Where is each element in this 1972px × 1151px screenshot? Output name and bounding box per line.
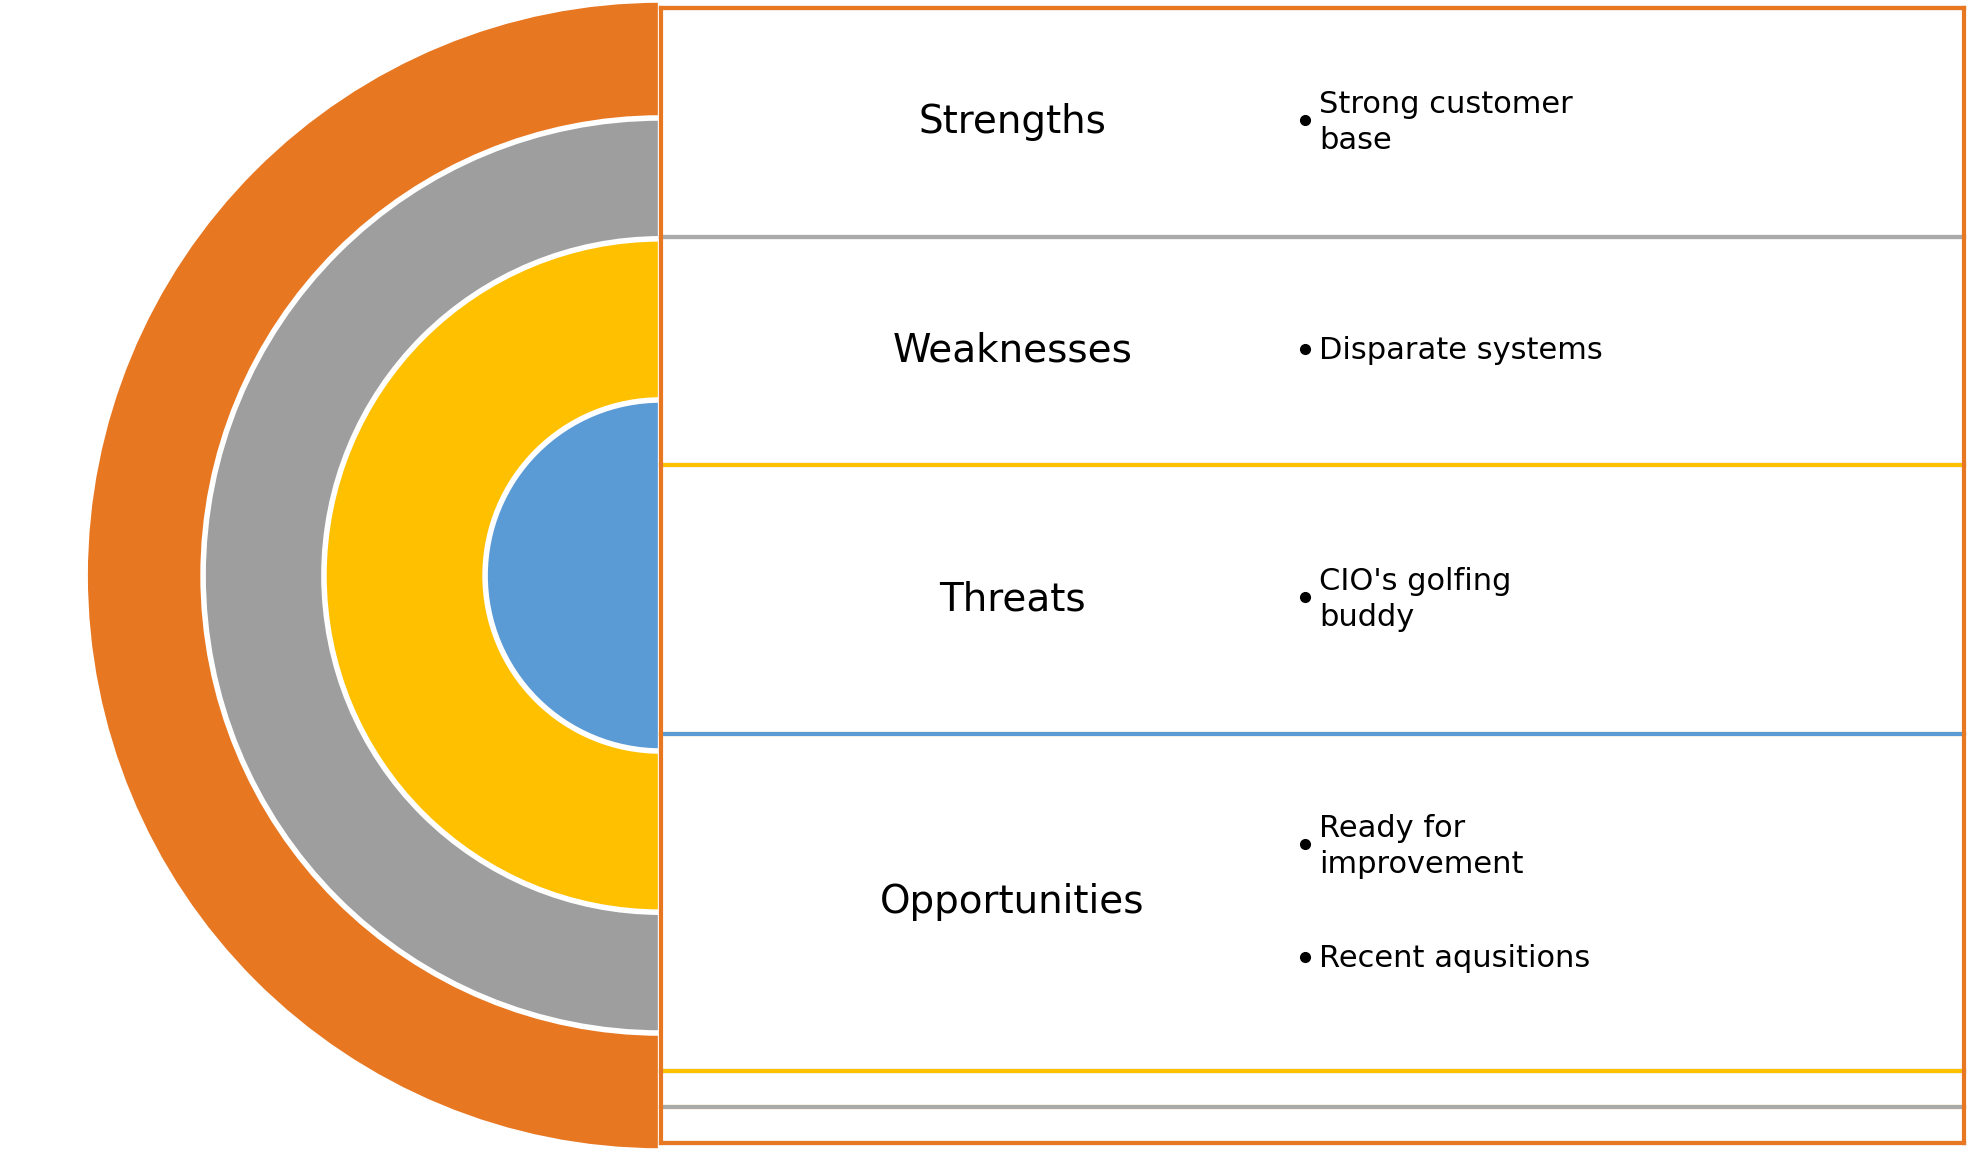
Text: Ready for
improvement: Ready for improvement (1319, 814, 1522, 878)
Bar (661, 733, 1964, 1072)
Bar (661, 465, 1964, 733)
Bar (661, 237, 1964, 465)
Text: Strengths: Strengths (919, 104, 1106, 142)
Text: Threats: Threats (939, 580, 1087, 618)
Wedge shape (203, 119, 661, 1034)
Text: Opportunities: Opportunities (880, 884, 1146, 922)
Bar (661, 1072, 1964, 1107)
Wedge shape (485, 401, 661, 752)
Bar (661, 8, 1964, 237)
Text: Weaknesses: Weaknesses (893, 331, 1132, 369)
Text: CIO's golfing
buddy: CIO's golfing buddy (1319, 567, 1511, 632)
Text: Strong customer
base: Strong customer base (1319, 90, 1572, 154)
Text: Disparate systems: Disparate systems (1319, 336, 1603, 365)
Wedge shape (323, 239, 661, 912)
Wedge shape (85, 0, 661, 1151)
Text: Recent aqusitions: Recent aqusitions (1319, 944, 1589, 974)
Bar (661, 1107, 1964, 1143)
